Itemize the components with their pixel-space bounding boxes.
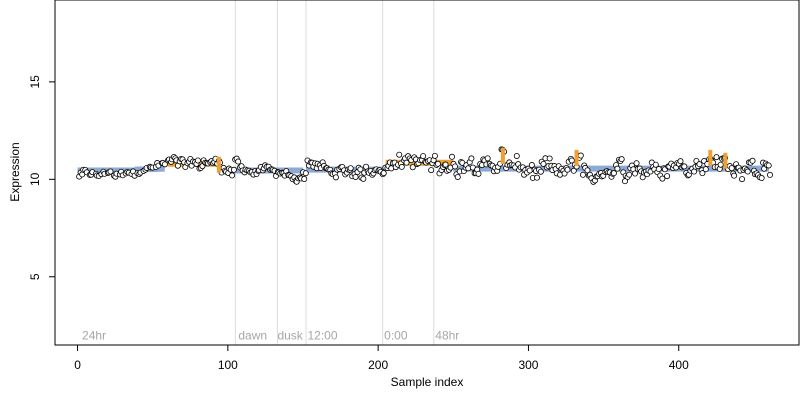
data-point (659, 175, 666, 182)
data-point (352, 173, 359, 180)
data-point (767, 171, 774, 178)
highlight-markers (216, 147, 728, 173)
data-point (652, 161, 659, 168)
data-point (633, 160, 640, 167)
data-point (610, 170, 617, 177)
y-tick-label: 15 (28, 75, 42, 89)
data-point (513, 152, 520, 159)
data-point (534, 174, 541, 181)
highlight-marker (500, 147, 505, 164)
data-point (691, 168, 698, 175)
data-point (409, 164, 416, 171)
data-point (702, 166, 709, 173)
data-point (347, 165, 354, 172)
data-point (744, 168, 751, 175)
highlight-marker (574, 149, 579, 166)
data-point (301, 175, 308, 182)
x-tick-label: 200 (368, 358, 388, 372)
data-point (360, 175, 367, 182)
annotation-label: dusk (277, 328, 303, 342)
data-point (696, 161, 703, 168)
data-point (570, 167, 577, 174)
data-point (564, 166, 571, 173)
data-point (398, 163, 405, 170)
annotation-labels: 24hr dawn dusk 12:00 0:00 48hr (82, 328, 459, 342)
data-point (396, 151, 403, 158)
data-point (681, 163, 688, 170)
data-point (230, 166, 237, 173)
data-point (618, 156, 625, 163)
data-point (546, 155, 553, 162)
data-point (475, 170, 482, 177)
data-point (528, 162, 535, 169)
data-point (448, 153, 455, 160)
data-point (235, 158, 242, 165)
data-point (677, 158, 684, 165)
highlight-marker (216, 156, 221, 173)
data-point (632, 170, 639, 177)
data-point (713, 154, 720, 161)
data-point (568, 157, 575, 164)
data-point (579, 171, 586, 178)
data-point (717, 161, 724, 168)
data-point (420, 153, 427, 160)
data-point (765, 162, 772, 169)
data-point (431, 152, 438, 159)
data-point (229, 172, 236, 179)
annotation-label: 24hr (82, 328, 106, 342)
y-tick-label: 5 (28, 273, 42, 280)
x-tick-label: 400 (669, 358, 689, 372)
data-point (357, 166, 364, 173)
highlight-marker (723, 152, 728, 169)
data-point (739, 176, 746, 183)
data-point (452, 163, 459, 170)
data-point (577, 152, 584, 159)
data-point (302, 170, 309, 177)
data-point (484, 155, 491, 162)
x-tick-label: 300 (518, 358, 538, 372)
data-point (434, 160, 441, 167)
data-point (194, 157, 201, 164)
data-point (626, 171, 633, 178)
x-tick-label: 0 (74, 358, 81, 372)
data-point (537, 168, 544, 175)
y-tick-label: 10 (28, 172, 42, 186)
annotation-label: 0:00 (384, 328, 408, 342)
x-axis-title: Sample index (391, 375, 464, 389)
data-point (442, 161, 449, 168)
data-point (749, 157, 756, 164)
x-tick-label: 100 (218, 358, 238, 372)
data-point (664, 173, 671, 180)
data-point (332, 174, 339, 181)
data-point (731, 172, 738, 179)
data-point (107, 168, 114, 175)
data-point (758, 175, 765, 182)
data-point (699, 170, 706, 177)
data-point (428, 167, 435, 174)
highlight-marker (708, 149, 713, 166)
data-point (540, 160, 547, 167)
data-point (468, 155, 475, 162)
data-point (526, 167, 533, 174)
annotation-label: 12:00 (308, 328, 338, 342)
y-axis-title: Expression (8, 142, 22, 201)
data-point (161, 161, 168, 168)
annotation-label: dawn (238, 328, 267, 342)
data-point (728, 165, 735, 172)
data-point (655, 166, 662, 173)
data-point (403, 159, 410, 166)
data-point (614, 165, 621, 172)
data-point (454, 174, 461, 181)
annotation-label: 48hr (435, 328, 459, 342)
data-point (561, 170, 568, 177)
axes: 0 100 200 300 400 5 10 15 (28, 75, 689, 372)
data-point (380, 170, 387, 177)
